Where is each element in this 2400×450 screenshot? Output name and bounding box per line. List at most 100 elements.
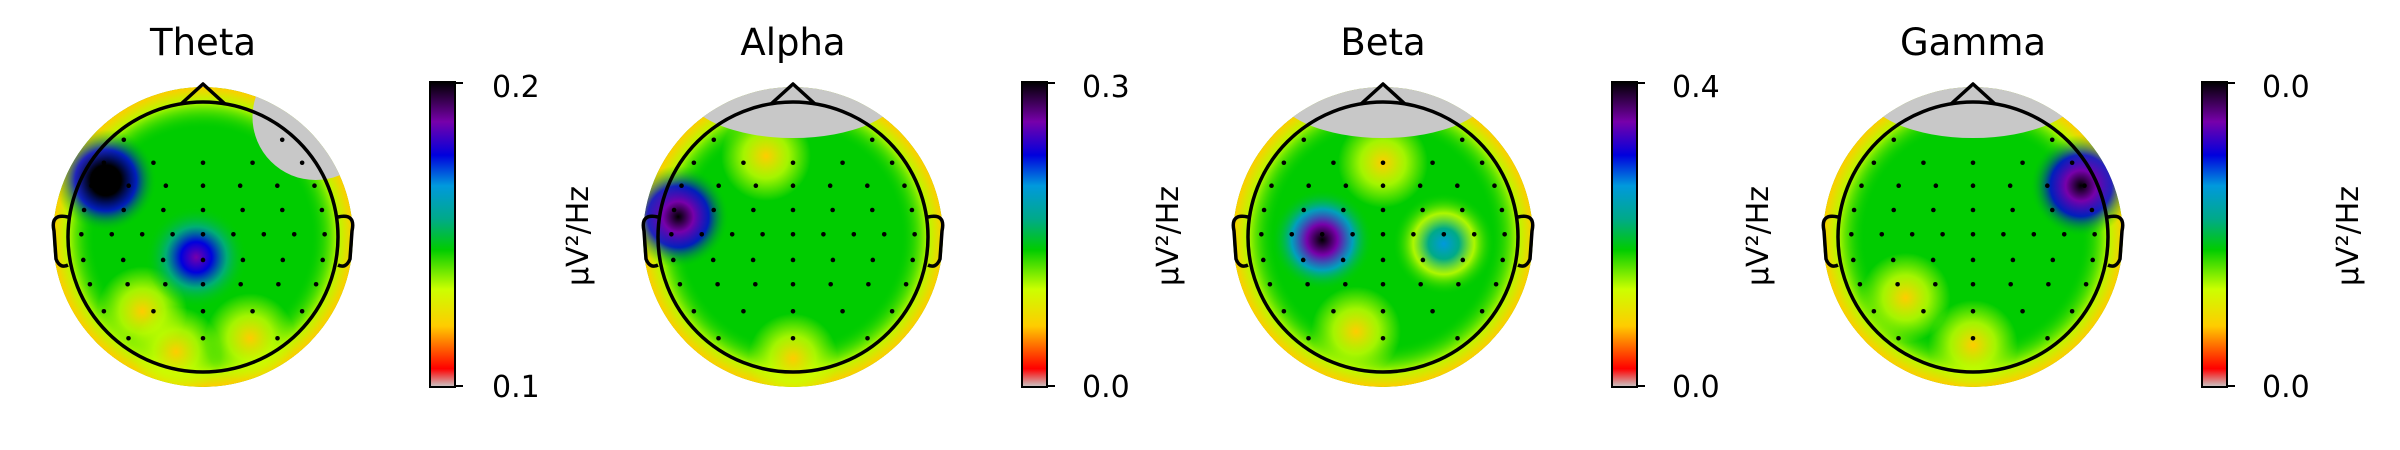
electrode-marker: [699, 232, 705, 237]
panel-title: Beta: [1340, 21, 1425, 64]
electrode-marker: [200, 207, 206, 213]
electrode-marker: [1890, 257, 1896, 263]
electrode-marker: [1380, 232, 1386, 237]
electrode-marker: [139, 232, 145, 237]
electrode-marker: [827, 183, 833, 188]
electrode-marker: [200, 281, 206, 287]
electrode-marker: [691, 160, 697, 166]
electrode-marker: [1970, 183, 1976, 188]
electrode-marker: [1340, 257, 1346, 263]
electrode-marker: [2069, 308, 2075, 314]
electrode-marker: [1305, 281, 1310, 287]
electrode-marker: [1301, 207, 1307, 213]
head-outline: [66, 100, 340, 374]
right-ear-outline: [927, 214, 945, 268]
colorbar: 0.2 0.1 μV²/Hz: [429, 70, 596, 405]
electrode-marker: [275, 183, 280, 188]
electrode-marker: [151, 160, 156, 166]
nose-outline: [179, 82, 227, 106]
colorbar-min-label: 0.0: [1672, 370, 1720, 405]
electrode-marker: [1940, 232, 1945, 237]
electrode-marker: [1500, 257, 1505, 263]
electrode-marker: [851, 232, 857, 237]
electrode-marker: [889, 160, 895, 166]
electrode-marker: [1281, 308, 1287, 314]
field-rim: [1233, 87, 1533, 387]
topomap-panel-gamma: Gamma 0.0 0.0 μV²/Hz: [1821, 21, 2366, 405]
electrode-marker: [790, 281, 796, 287]
electrode-marker: [869, 137, 875, 143]
electrode-marker: [200, 308, 206, 314]
electrode-marker: [2020, 160, 2025, 166]
electrode-marker: [1331, 308, 1336, 314]
electrode-marker: [1499, 207, 1505, 213]
electrode-marker: [2089, 207, 2095, 213]
electrode-marker: [840, 308, 845, 314]
electrode-marker: [1267, 281, 1273, 287]
electrode-marker: [125, 281, 130, 287]
electrode-marker: [741, 308, 746, 314]
electrode-marker: [151, 308, 156, 314]
field-rim: [643, 87, 943, 387]
high-power-region: [54, 129, 157, 232]
panel-title: Gamma: [1900, 21, 2046, 64]
electrode-marker: [1455, 183, 1460, 188]
electrode-marker: [163, 281, 168, 287]
electrode-marker: [1479, 308, 1485, 314]
electrode-marker: [2020, 308, 2025, 314]
electrode-marker: [322, 232, 327, 237]
electrode-marker: [1456, 281, 1461, 287]
electrode-marker: [160, 257, 166, 263]
electrode-marker: [299, 308, 305, 314]
colorbar-gradient: [1021, 81, 1048, 388]
electrode-marker: [279, 207, 285, 213]
colorbar-min-label: 0.0: [2262, 370, 2310, 405]
electrode-marker: [902, 183, 907, 188]
electrode-marker: [89, 183, 94, 188]
electrode-marker: [1420, 257, 1426, 263]
right-ear-outline: [1517, 214, 1535, 268]
electrode-marker: [250, 160, 255, 166]
electrode-marker: [240, 257, 246, 263]
electrode-marker: [200, 257, 206, 263]
electrode-marker: [1851, 257, 1856, 263]
electrode-marker: [1502, 232, 1507, 237]
electrode-marker: [1411, 232, 1416, 237]
electrode-marker: [760, 232, 765, 237]
electrode-marker: [312, 183, 317, 188]
left-ear-outline: [1821, 214, 1839, 268]
electrode-marker: [1418, 281, 1423, 287]
electrode-marker: [1343, 281, 1348, 287]
electrode-marker: [671, 257, 676, 263]
electrode-marker: [830, 257, 836, 263]
electrode-marker: [2092, 232, 2097, 237]
electrode-marker: [865, 335, 870, 341]
electrode-marker: [669, 232, 674, 237]
electrode-marker: [291, 232, 297, 237]
electrode-marker: [741, 160, 746, 166]
electrode-marker: [81, 257, 86, 263]
electrode-marker: [1970, 160, 1976, 166]
electrode-marker: [870, 257, 876, 263]
electrode-marker: [1380, 183, 1386, 188]
electrode-marker: [1933, 281, 1938, 287]
electrode-marker: [2049, 207, 2055, 213]
electrode-marker: [320, 257, 325, 263]
electrode-marker: [1281, 160, 1287, 166]
electrode-marker: [2061, 232, 2067, 237]
electrode-marker: [1492, 183, 1497, 188]
electrode-marker: [1341, 207, 1346, 213]
electrode-marker: [237, 183, 243, 188]
colorbar-max-label: 0.0: [2262, 70, 2310, 105]
electrode-marker: [821, 232, 826, 237]
nose-outline: [1359, 82, 1407, 106]
electrode-marker: [231, 232, 236, 237]
electrode-marker: [1896, 183, 1901, 188]
electrode-marker: [1970, 335, 1976, 341]
electrode-marker: [1970, 207, 1976, 213]
electrode-marker: [1921, 308, 1926, 314]
electrode-marker: [909, 207, 915, 213]
high-power-region: [1271, 188, 1374, 291]
right-ear-outline: [2107, 214, 2125, 268]
electrode-marker: [1380, 308, 1386, 314]
